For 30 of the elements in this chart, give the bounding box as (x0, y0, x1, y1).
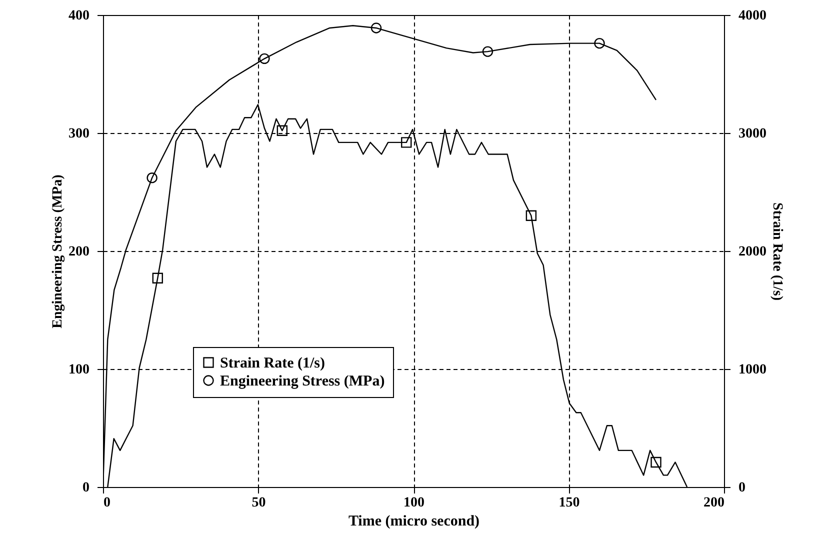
point (482, 46, 494, 57)
point (594, 38, 605, 49)
point (526, 210, 537, 221)
y2-axis-title: Strain Rate (1/s) (770, 202, 784, 301)
x-tick-label: 0 (104, 496, 110, 510)
x-axis-title: Time (micro second) (348, 514, 480, 530)
point (152, 272, 163, 284)
point (146, 172, 158, 184)
point (259, 53, 270, 64)
point (401, 137, 412, 148)
y-tick-label: 100 (68, 362, 90, 378)
x-tick-label: 150 (558, 496, 580, 510)
legend-label: Engineering Stress (MPa) (220, 374, 385, 390)
y2-tick-label: 0 (738, 480, 746, 496)
point (276, 125, 288, 136)
point (370, 22, 382, 34)
y2-tick-label: 4000 (738, 8, 766, 24)
y-axis-title: Engineering Stress (MPa) (50, 174, 66, 328)
x-tick-label: 50 (252, 496, 266, 510)
x-tick-label: 200 (704, 496, 724, 510)
x-tick-label: 100 (404, 496, 424, 510)
y2-tick-label: 2000 (738, 244, 766, 260)
y2-tick-label: 3000 (738, 126, 766, 142)
y-tick-label: 300 (68, 126, 90, 142)
y-tick-label: 400 (68, 8, 90, 24)
y-tick-label: 200 (68, 244, 90, 260)
y-tick-label: 0 (82, 480, 90, 496)
point (650, 456, 662, 468)
legend-label: Strain Rate (1/s) (220, 356, 325, 372)
y2-tick-label: 1000 (738, 362, 766, 378)
